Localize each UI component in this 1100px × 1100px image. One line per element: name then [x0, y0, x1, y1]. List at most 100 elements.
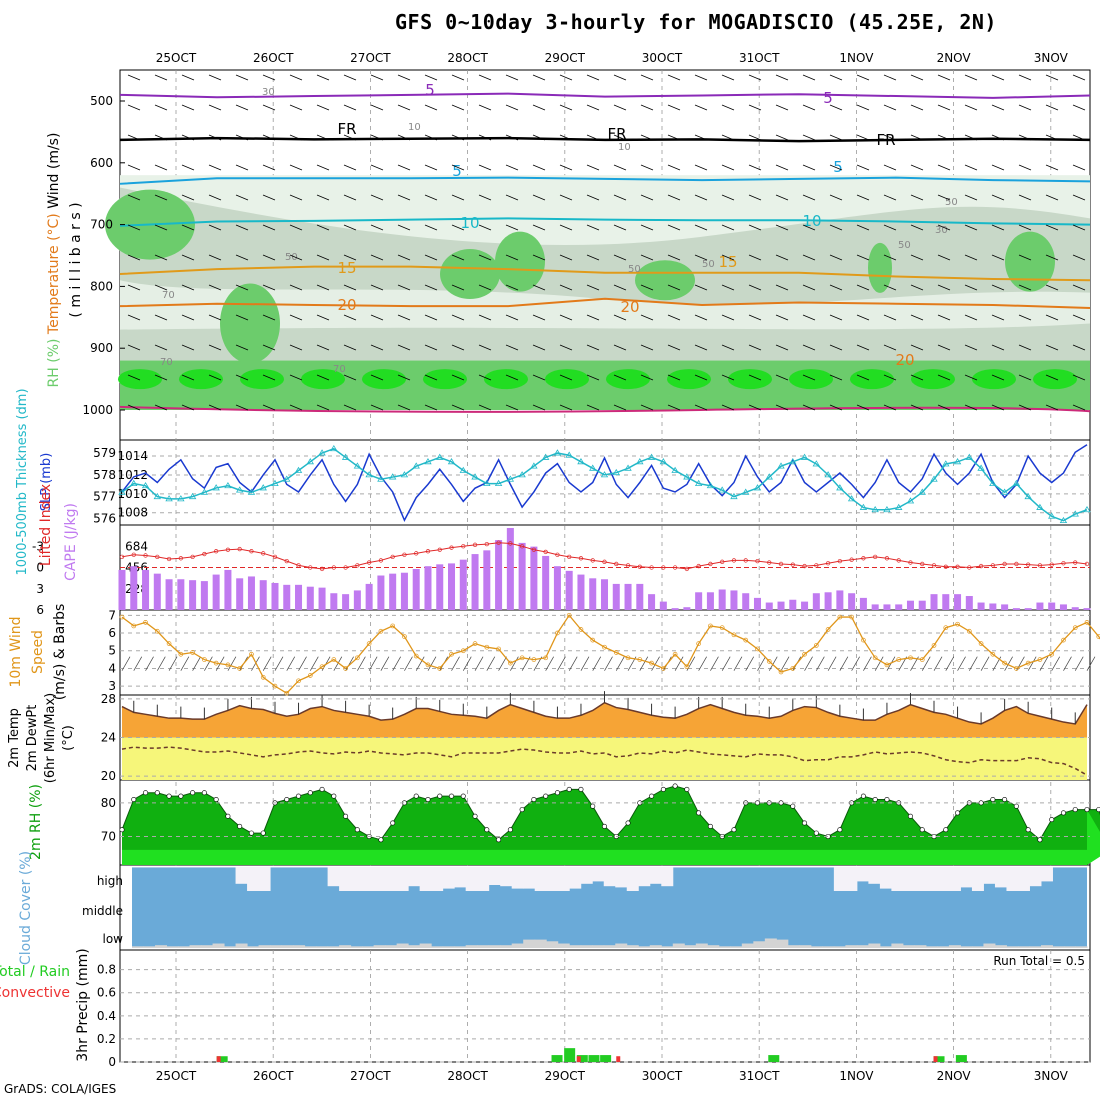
cloud-low-bar	[902, 945, 915, 948]
wind-barb	[181, 164, 195, 171]
precip-legend-total: Total / Rain	[0, 964, 70, 980]
wind-barb	[694, 104, 708, 111]
temperature-contour-5	[119, 176, 1091, 185]
wind-barb	[829, 134, 843, 141]
rh-point	[578, 786, 584, 792]
wind-barb	[667, 224, 681, 231]
wind-barb	[370, 404, 384, 411]
lifted-index-point	[696, 563, 701, 569]
wind-barb	[235, 224, 249, 231]
thickness-tick-label: 577	[93, 490, 116, 504]
wind-speed-point	[1096, 634, 1100, 639]
rh-contour-label: 10	[618, 142, 631, 153]
contour-label: 10	[802, 212, 821, 230]
cloud-low-bar	[500, 945, 513, 948]
wind-barb	[478, 284, 492, 291]
wind-barb	[775, 404, 789, 411]
wind-barb	[262, 374, 276, 381]
wind-speed-point	[202, 657, 207, 662]
lifted-index-point	[343, 565, 348, 570]
wind-barb	[235, 374, 249, 381]
cape-bar	[436, 564, 444, 610]
millibars-label: ( m i l l i b a r s )	[68, 202, 84, 317]
wind-barb	[345, 656, 354, 671]
wind-barb	[1018, 254, 1032, 261]
wind-barb	[262, 314, 276, 321]
cloud-low-bar	[810, 946, 823, 948]
thickness-point	[930, 475, 938, 482]
cloud-low-bar	[293, 945, 306, 948]
wind-barb	[262, 656, 272, 671]
wind-barb	[667, 104, 681, 111]
wind-speed-point	[1025, 660, 1031, 666]
cape-bar	[1024, 608, 1032, 610]
wind-barb	[694, 74, 708, 81]
wind-speed-point	[331, 657, 337, 662]
wind-barb	[397, 104, 411, 111]
wind-barb	[1072, 104, 1086, 111]
wind-barb	[532, 404, 546, 411]
cape-bar	[1036, 602, 1044, 610]
thickness-point	[271, 479, 279, 486]
x-tick-label-top: 2NOV	[937, 51, 972, 65]
wind-speed-point	[813, 643, 819, 648]
upper-air-axis-label: RH (%) Temperature (°C) Wind (m/s)	[46, 133, 62, 388]
wind-speed-point	[166, 641, 172, 646]
wind-barb	[694, 374, 708, 381]
wind-speed-point	[119, 614, 125, 620]
wind-barb	[316, 134, 330, 141]
rh-saturated-blob	[667, 369, 711, 390]
cloud-high-gap	[971, 867, 984, 891]
wind-barb	[262, 134, 276, 141]
cape-bar	[330, 593, 338, 610]
cape-bar	[1012, 608, 1020, 610]
wind-barb	[1072, 74, 1086, 81]
rh-point	[166, 793, 172, 799]
lifted-index-point	[178, 556, 183, 561]
rh-point	[496, 837, 502, 843]
wind-speed-point	[755, 646, 760, 652]
temp-axis-label: 2m Temp	[7, 708, 22, 768]
wind-barb	[698, 656, 707, 671]
thickness-point	[318, 449, 326, 456]
lifted-index-point	[449, 545, 454, 550]
cape-bar	[142, 569, 150, 610]
wind-barb	[505, 404, 519, 411]
wind-barb	[640, 314, 654, 321]
rh-point	[413, 793, 419, 799]
rh-contour-label: 70	[333, 364, 346, 375]
thickness-point	[589, 464, 597, 471]
y-tick-label-mb: 800	[90, 279, 113, 293]
cloud-high-gap	[557, 867, 570, 891]
wind-speed-point	[366, 641, 372, 646]
lifted-index-point	[119, 554, 125, 560]
wind-speed-point	[931, 643, 937, 648]
cloud-low-bar	[258, 945, 271, 948]
wind-tick-label: 6	[108, 626, 116, 640]
wind-speed-point	[990, 651, 996, 657]
wind-barb	[380, 656, 390, 671]
wind-barb	[1072, 404, 1086, 411]
wind-barb	[127, 374, 141, 381]
wind-barb	[721, 284, 735, 291]
cloud-low-bar	[212, 943, 225, 948]
rh-tick-label: 70	[101, 829, 116, 843]
rh-contour-label: 10	[408, 122, 421, 133]
rh-point	[566, 786, 572, 792]
wind-barb	[1051, 656, 1060, 671]
cape-bar	[848, 593, 856, 610]
rh-point	[1072, 807, 1078, 813]
rh-point	[601, 823, 607, 829]
wind-barb	[667, 314, 681, 321]
cloud-low-bar	[891, 943, 904, 948]
wind-barb	[478, 374, 492, 381]
wind-barb	[289, 104, 303, 111]
cape-bar	[506, 527, 514, 610]
thickness-point	[742, 488, 750, 495]
wind-barb	[721, 134, 735, 141]
lifted-index-point	[378, 558, 384, 563]
wind-barb	[208, 74, 222, 81]
rh-point	[660, 786, 666, 792]
cape-bar	[989, 603, 997, 610]
wind-barb	[748, 74, 762, 81]
